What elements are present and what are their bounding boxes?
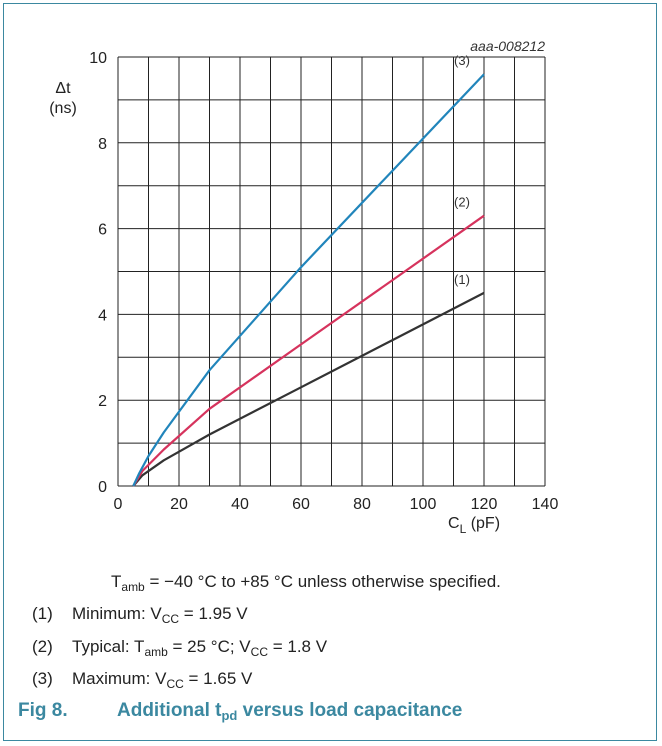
note-3: (3) Maximum: VCC = 1.65 V [32, 669, 253, 691]
note-2: (2) Typical: Tamb = 25 °C; VCC = 1.8 V [32, 637, 328, 659]
x-tick-label: 60 [292, 496, 310, 513]
y-axis-symbol: Δt [55, 80, 71, 97]
figure-frame [3, 3, 657, 741]
chart-series: (1) (2) (3) [132, 53, 485, 487]
y-axis-unit: (ns) [49, 100, 77, 117]
x-axis-label: CL (pF) [448, 515, 500, 536]
y-tick-label: 4 [98, 307, 107, 324]
y-tick-label: 8 [98, 136, 107, 153]
y-tick-label: 10 [89, 50, 107, 67]
y-tick-label: 0 [98, 479, 107, 496]
series-line-2 [132, 214, 485, 487]
x-tick-label: 140 [532, 496, 559, 513]
chart-grid [117, 56, 546, 487]
x-tick-label: 0 [114, 496, 123, 513]
y-tick-label: 6 [98, 222, 107, 239]
x-tick-label: 120 [471, 496, 498, 513]
chart-ticks: 0 20 40 60 80 100 120 140 0 2 4 6 8 10 [89, 50, 558, 513]
x-tick-label: 80 [353, 496, 371, 513]
figure-caption: Fig 8. Additional tpd versus load capacit… [18, 700, 463, 723]
note-1: (1) Minimum: VCC = 1.95 V [32, 604, 248, 626]
y-tick-label: 2 [98, 393, 107, 410]
series-line-1 [132, 291, 485, 487]
series-label-1: (1) [454, 272, 470, 287]
chart: (1) (2) (3) 0 20 40 60 80 100 120 140 0 2 4 6 8 10 aaa-… [49, 38, 558, 536]
x-tick-label: 40 [231, 496, 249, 513]
x-tick-label: 20 [170, 496, 188, 513]
condition-note: Tamb = −40 °C to +85 °C unless otherwise… [111, 572, 501, 594]
x-tick-label: 100 [410, 496, 437, 513]
series-label-3: (3) [454, 53, 470, 68]
reference-code: aaa-008212 [470, 38, 545, 54]
series-label-2: (2) [454, 195, 470, 210]
series-line-3 [132, 73, 485, 487]
